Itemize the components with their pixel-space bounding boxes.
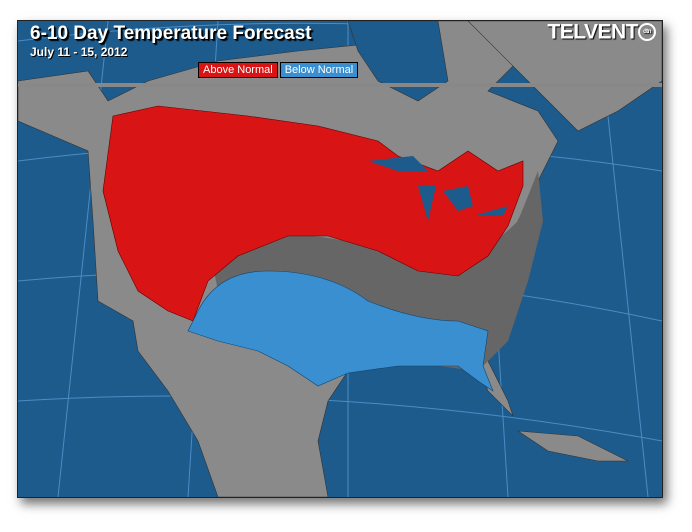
date-range: July 11 - 15, 2012	[30, 45, 128, 59]
legend-below-normal: Below Normal	[279, 62, 359, 78]
map-title: 6-10 Day Temperature Forecast	[30, 23, 312, 44]
dtn-badge: dtn	[638, 23, 656, 42]
below-normal-zone	[187, 270, 494, 392]
legend-above-normal: Above Normal	[198, 62, 278, 78]
land-cuba	[517, 430, 629, 462]
lakes	[368, 156, 508, 221]
map	[18, 21, 662, 497]
telvent-logo: TELVENT dtn	[547, 20, 656, 44]
near-normal-zone	[208, 171, 543, 371]
forecast-map-frame: 6-10 Day Temperature Forecast July 11 - …	[17, 20, 663, 498]
land-quebec	[467, 21, 662, 132]
logo-text: TELVENT	[547, 20, 638, 44]
legend: Above Normal Below Normal	[198, 62, 359, 78]
header-divider	[18, 83, 662, 87]
above-normal-zone	[102, 105, 524, 322]
hudson-bay	[347, 21, 449, 102]
